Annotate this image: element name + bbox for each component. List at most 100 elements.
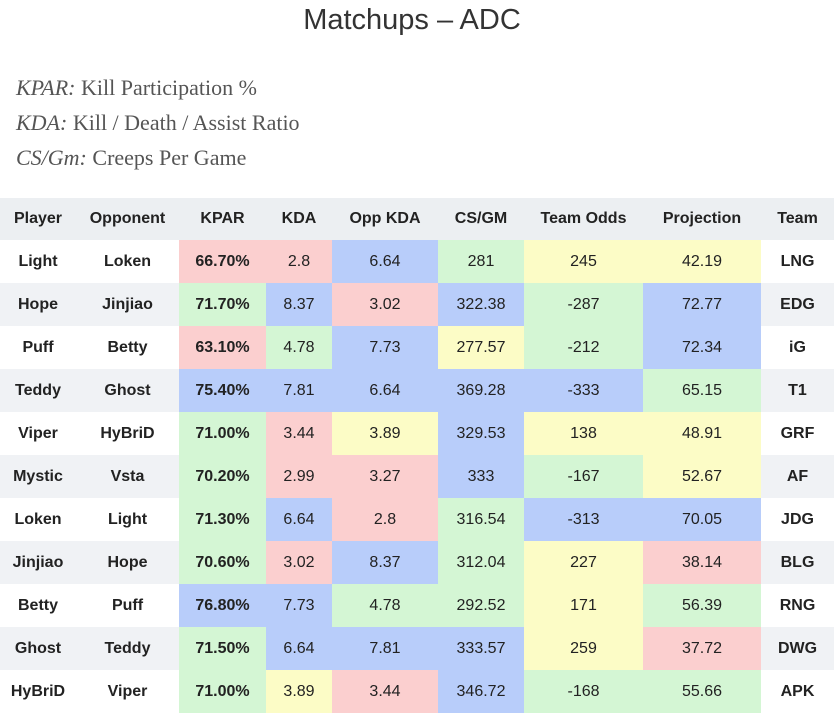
kda-cell: 2.8 <box>266 240 332 283</box>
team-cell: AF <box>761 455 834 498</box>
legend-abbr: KPAR: <box>16 75 76 100</box>
team-cell: EDG <box>761 283 834 326</box>
team-cell: iG <box>761 326 834 369</box>
table-row: Mystic Vsta 70.20% 2.99 3.27 333 -167 52.67 AF <box>0 455 834 498</box>
team-odds-cell: 138 <box>524 412 643 455</box>
team-cell: LNG <box>761 240 834 283</box>
player-cell: Teddy <box>0 369 76 412</box>
team-odds-cell: -212 <box>524 326 643 369</box>
legend-abbr: KDA: <box>16 110 68 135</box>
cs-gm-cell: 346.72 <box>438 670 524 713</box>
opp-kda-cell: 8.37 <box>332 541 438 584</box>
column-header-team-odds[interactable]: Team Odds <box>524 198 643 240</box>
column-header-opp-kda[interactable]: Opp KDA <box>332 198 438 240</box>
team-odds-cell: -287 <box>524 283 643 326</box>
column-header-kpar[interactable]: KPAR <box>179 198 266 240</box>
team-odds-cell: 171 <box>524 584 643 627</box>
abbreviation-legend: KPAR: Kill Participation % KDA: Kill / D… <box>16 70 300 175</box>
cs-gm-cell: 277.57 <box>438 326 524 369</box>
kpar-cell: 75.40% <box>179 369 266 412</box>
kda-cell: 4.78 <box>266 326 332 369</box>
column-header-opponent[interactable]: Opponent <box>76 198 179 240</box>
legend-desc: Kill Participation % <box>75 75 257 100</box>
legend-item-kda: KDA: Kill / Death / Assist Ratio <box>16 105 300 140</box>
table-row: Puff Betty 63.10% 4.78 7.73 277.57 -212 72.34 iG <box>0 326 834 369</box>
opponent-cell: Light <box>76 498 179 541</box>
projection-cell: 70.05 <box>643 498 761 541</box>
kda-cell: 6.64 <box>266 498 332 541</box>
team-odds-cell: -168 <box>524 670 643 713</box>
opponent-cell: Hope <box>76 541 179 584</box>
opp-kda-cell: 3.27 <box>332 455 438 498</box>
opp-kda-cell: 6.64 <box>332 240 438 283</box>
kpar-cell: 63.10% <box>179 326 266 369</box>
opponent-cell: Ghost <box>76 369 179 412</box>
table-row: Viper HyBriD 71.00% 3.44 3.89 329.53 138 48.91 G… <box>0 412 834 455</box>
opp-kda-cell: 4.78 <box>332 584 438 627</box>
cs-gm-cell: 369.28 <box>438 369 524 412</box>
player-cell: Loken <box>0 498 76 541</box>
team-cell: RNG <box>761 584 834 627</box>
opponent-cell: Jinjiao <box>76 283 179 326</box>
kda-cell: 3.02 <box>266 541 332 584</box>
column-header-kda[interactable]: KDA <box>266 198 332 240</box>
opp-kda-cell: 3.02 <box>332 283 438 326</box>
kda-cell: 8.37 <box>266 283 332 326</box>
cs-gm-cell: 292.52 <box>438 584 524 627</box>
opponent-cell: Puff <box>76 584 179 627</box>
column-header-team[interactable]: Team <box>761 198 834 240</box>
column-header-projection[interactable]: Projection <box>643 198 761 240</box>
kpar-cell: 71.70% <box>179 283 266 326</box>
kpar-cell: 71.30% <box>179 498 266 541</box>
kpar-cell: 71.00% <box>179 412 266 455</box>
opp-kda-cell: 3.89 <box>332 412 438 455</box>
table-row: Teddy Ghost 75.40% 7.81 6.64 369.28 -333 65.15 T… <box>0 369 834 412</box>
table-row: Betty Puff 76.80% 7.73 4.78 292.52 171 56.39 RNG <box>0 584 834 627</box>
table-row: HyBriD Viper 71.00% 3.89 3.44 346.72 -168 55.66… <box>0 670 834 713</box>
kda-cell: 3.44 <box>266 412 332 455</box>
opponent-cell: Teddy <box>76 627 179 670</box>
opponent-cell: Betty <box>76 326 179 369</box>
player-cell: Mystic <box>0 455 76 498</box>
player-cell: Betty <box>0 584 76 627</box>
projection-cell: 37.72 <box>643 627 761 670</box>
team-cell: DWG <box>761 627 834 670</box>
opp-kda-cell: 2.8 <box>332 498 438 541</box>
kda-cell: 7.73 <box>266 584 332 627</box>
table-header-row: Player Opponent KPAR KDA Opp KDA CS/GM T… <box>0 198 834 240</box>
projection-cell: 65.15 <box>643 369 761 412</box>
table-row: Jinjiao Hope 70.60% 3.02 8.37 312.04 227 38.14 B… <box>0 541 834 584</box>
legend-desc: Creeps Per Game <box>86 145 247 170</box>
team-cell: T1 <box>761 369 834 412</box>
cs-gm-cell: 322.38 <box>438 283 524 326</box>
cs-gm-cell: 333.57 <box>438 627 524 670</box>
legend-abbr: CS/Gm: <box>16 145 87 170</box>
team-cell: GRF <box>761 412 834 455</box>
team-odds-cell: -313 <box>524 498 643 541</box>
player-cell: Hope <box>0 283 76 326</box>
cs-gm-cell: 316.54 <box>438 498 524 541</box>
legend-item-kpar: KPAR: Kill Participation % <box>16 70 300 105</box>
player-cell: Ghost <box>0 627 76 670</box>
projection-cell: 55.66 <box>643 670 761 713</box>
matchups-table: Player Opponent KPAR KDA Opp KDA CS/GM T… <box>0 198 834 713</box>
column-header-player[interactable]: Player <box>0 198 76 240</box>
team-cell: APK <box>761 670 834 713</box>
kpar-cell: 71.50% <box>179 627 266 670</box>
team-cell: BLG <box>761 541 834 584</box>
legend-item-cs: CS/Gm: Creeps Per Game <box>16 140 300 175</box>
cs-gm-cell: 333 <box>438 455 524 498</box>
kpar-cell: 66.70% <box>179 240 266 283</box>
projection-cell: 72.77 <box>643 283 761 326</box>
team-odds-cell: 245 <box>524 240 643 283</box>
page-title: Matchups – ADC <box>303 4 521 36</box>
opponent-cell: Loken <box>76 240 179 283</box>
table-row: Hope Jinjiao 71.70% 8.37 3.02 322.38 -287 72.77… <box>0 283 834 326</box>
kda-cell: 2.99 <box>266 455 332 498</box>
team-odds-cell: 259 <box>524 627 643 670</box>
opp-kda-cell: 6.64 <box>332 369 438 412</box>
kda-cell: 7.81 <box>266 369 332 412</box>
opp-kda-cell: 7.81 <box>332 627 438 670</box>
column-header-cs-gm[interactable]: CS/GM <box>438 198 524 240</box>
projection-cell: 56.39 <box>643 584 761 627</box>
